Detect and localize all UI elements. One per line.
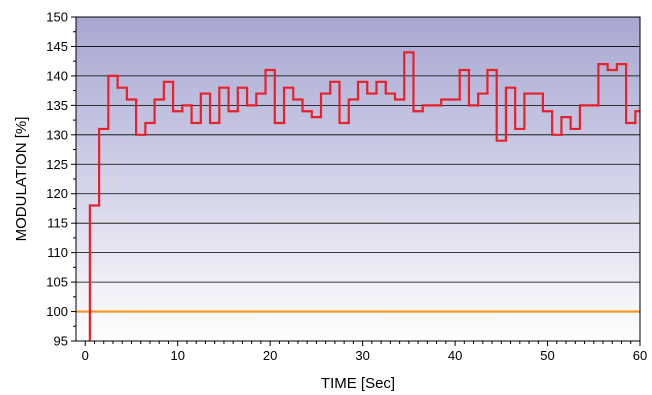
y-tick-label: 105 bbox=[46, 275, 68, 290]
y-tick-label: 150 bbox=[46, 10, 68, 25]
plot-area bbox=[76, 51, 640, 341]
axis-ticks: 95 100 105 110 115 120 125 130 135 140 145 150 0 10 20… bbox=[46, 10, 647, 364]
y-tick-label: 120 bbox=[46, 186, 68, 201]
x-tick-label: 30 bbox=[355, 348, 369, 363]
y-axis-title: MODULATION [%] bbox=[13, 117, 30, 242]
y-tick-label: 135 bbox=[46, 98, 68, 113]
x-tick-label: 40 bbox=[448, 348, 462, 363]
x-tick-label: 10 bbox=[170, 348, 184, 363]
y-tick-label: 115 bbox=[47, 216, 68, 231]
plot-background bbox=[76, 17, 640, 341]
y-tick-label: 110 bbox=[47, 245, 68, 260]
x-tick-label: 0 bbox=[82, 348, 89, 363]
x-tick-label: 50 bbox=[540, 348, 554, 363]
y-tick-label: 140 bbox=[46, 68, 68, 83]
x-axis-title: TIME [Sec] bbox=[321, 375, 395, 392]
x-tick-label: 60 bbox=[633, 348, 647, 363]
y-tick-label: 100 bbox=[46, 304, 68, 319]
y-tick-label: 95 bbox=[54, 334, 68, 349]
y-tick-label: 145 bbox=[46, 39, 68, 54]
x-tick-label: 20 bbox=[263, 348, 277, 363]
y-tick-label: 130 bbox=[46, 127, 68, 142]
y-tick-label: 125 bbox=[46, 157, 68, 172]
modulation-series-line bbox=[88, 51, 640, 341]
